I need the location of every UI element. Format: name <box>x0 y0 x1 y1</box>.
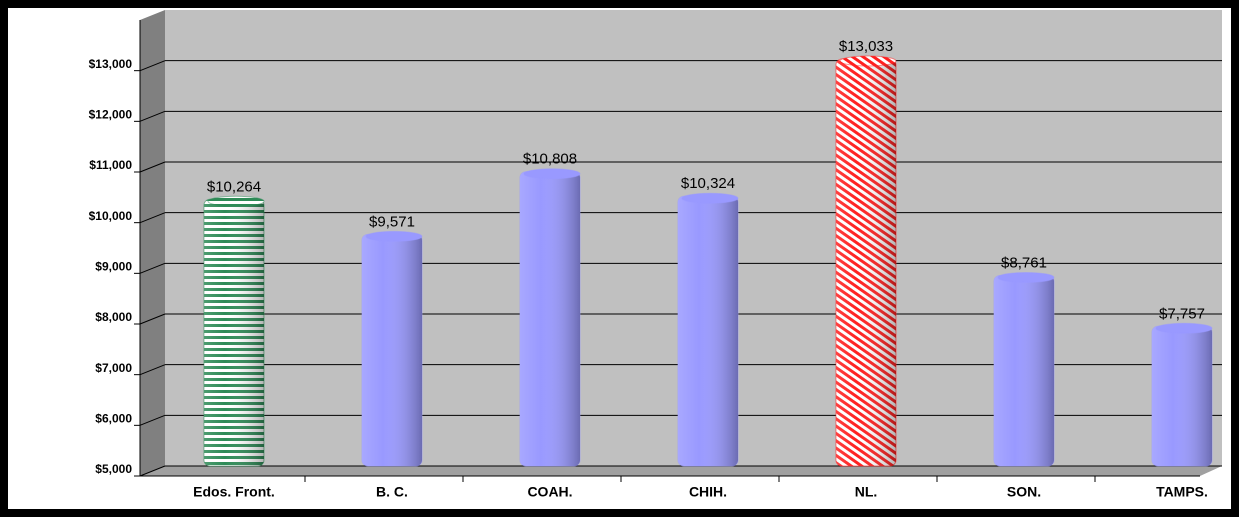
y-tick-label: $13,000 <box>89 57 133 71</box>
data-label: $9,571 <box>369 213 415 230</box>
side-wall <box>140 10 165 476</box>
x-tick-label: SON. <box>1007 484 1041 500</box>
grid-line-wall <box>139 60 166 72</box>
x-tick-label: CHIH. <box>689 484 727 500</box>
bar-shade <box>836 58 896 467</box>
x-tick-label: TAMPS. <box>1156 484 1208 500</box>
y-tick-label: $12,000 <box>89 108 133 122</box>
floor <box>140 466 1222 476</box>
bar-cap <box>365 230 423 242</box>
bar-cap <box>207 195 265 207</box>
bar-shade <box>994 275 1054 466</box>
bar-cap <box>1155 322 1213 334</box>
grid-line-wall <box>139 161 166 173</box>
y-tick-label: $8,000 <box>95 310 132 324</box>
bar-cap <box>523 168 581 180</box>
data-label: $8,761 <box>1001 254 1047 271</box>
bar-shade <box>362 234 422 466</box>
data-label: $10,264 <box>207 178 261 195</box>
y-tick-label: $9,000 <box>95 260 132 274</box>
bar-cap <box>681 192 739 204</box>
grid-line-wall <box>139 110 166 122</box>
grid-line-wall <box>139 262 166 274</box>
y-tick-label: $5,000 <box>95 462 132 476</box>
x-tick-label: COAH. <box>527 484 572 500</box>
bar-shade <box>204 199 264 467</box>
y-tick-label: $11,000 <box>89 158 132 172</box>
x-tick-label: Edos. Front. <box>193 484 275 500</box>
y-tick-label: $6,000 <box>95 412 132 426</box>
bar-cap <box>997 271 1055 283</box>
bar-shade <box>678 196 738 466</box>
x-tick-label: NL. <box>855 484 878 500</box>
y-tick-label: $10,000 <box>89 209 133 223</box>
data-label: $10,324 <box>681 175 735 192</box>
bar-cap <box>839 55 897 67</box>
grid-line-wall <box>139 212 166 224</box>
bar-shade <box>1152 326 1212 466</box>
data-label: $10,808 <box>523 151 577 168</box>
y-tick-label: $7,000 <box>95 361 132 375</box>
grid-line-wall <box>139 414 166 426</box>
data-label: $13,033 <box>839 38 893 55</box>
bar-shade <box>520 171 580 466</box>
x-tick-label: B. C. <box>376 484 408 500</box>
grid-line-wall <box>139 313 166 325</box>
grid-line-wall <box>139 465 166 477</box>
data-label: $7,757 <box>1159 305 1205 322</box>
grid-line-wall <box>139 364 166 376</box>
